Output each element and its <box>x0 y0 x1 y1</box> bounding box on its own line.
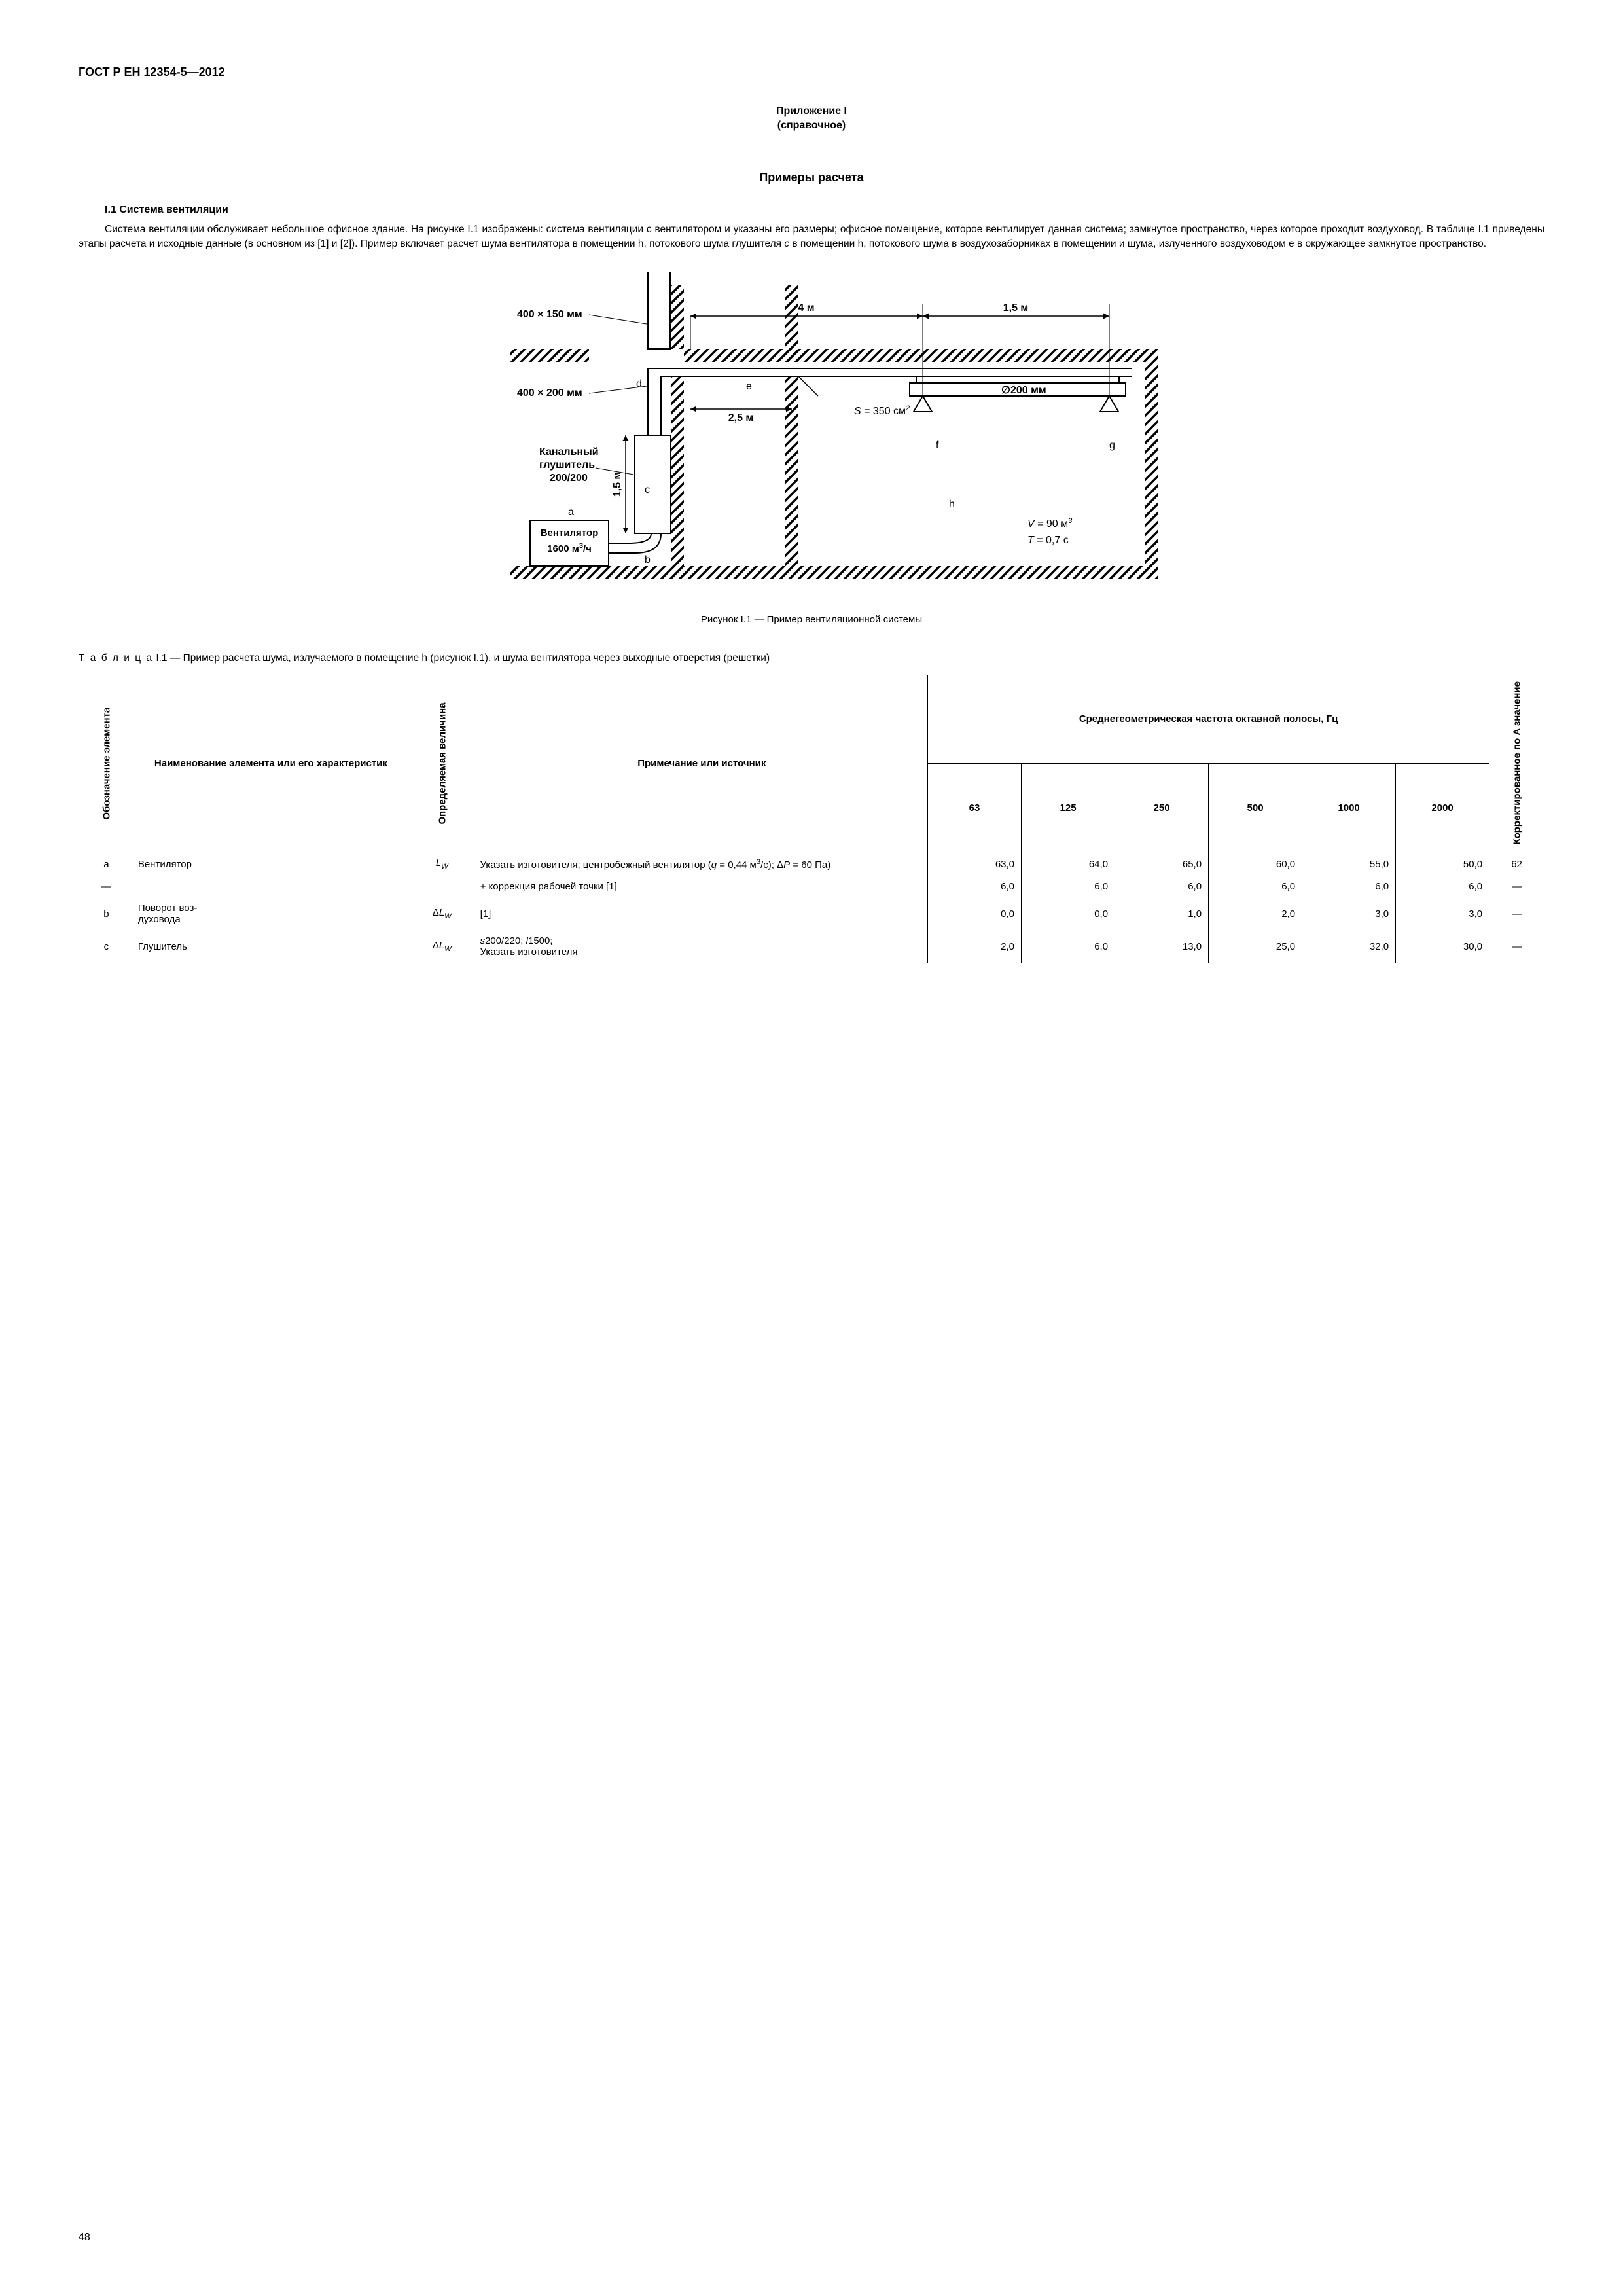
freq-2000: 2000 <box>1396 763 1489 852</box>
svg-text:1,5 м: 1,5 м <box>1003 302 1029 314</box>
svg-text:c: c <box>645 484 650 495</box>
cell-v: 65,0 <box>1115 852 1209 876</box>
table-caption-text: I.1 — Пример расчета шума, излучаемого в… <box>153 653 770 664</box>
cell-v: 2,0 <box>928 930 1022 963</box>
cell-note: s200/220; l1500;Указать изготовителя <box>476 930 927 963</box>
cell-v: 0,0 <box>1022 897 1115 930</box>
paragraph-text-2: в помещении h, потокового шума в воздухо… <box>789 238 1486 249</box>
cell-name: Поворот воз-духовода <box>134 897 408 930</box>
cell-qty <box>408 876 476 897</box>
cell-note: [1] <box>476 897 927 930</box>
document-header: ГОСТ Р ЕН 12354-5—2012 <box>79 65 1544 79</box>
cell-v: 25,0 <box>1209 930 1302 963</box>
cell-v: 0,0 <box>928 897 1022 930</box>
cell-v: 6,0 <box>1115 876 1209 897</box>
cell-v: 1,0 <box>1115 897 1209 930</box>
svg-text:f: f <box>936 440 939 451</box>
table-caption-prefix: Т а б л и ц а <box>79 653 153 664</box>
cell-note: Указать изготовителя; центробежный венти… <box>476 852 927 876</box>
svg-text:глушитель: глушитель <box>539 459 595 471</box>
cell-v: 6,0 <box>1396 876 1489 897</box>
body-paragraph: Система вентиляции обслуживает небольшое… <box>79 223 1544 252</box>
cell-a: — <box>1489 897 1544 930</box>
calculation-table: Обозначение элемента Наименование элемен… <box>79 675 1544 963</box>
table-row: c Глушитель ΔLW s200/220; l1500;Указать … <box>79 930 1544 963</box>
freq-250: 250 <box>1115 763 1209 852</box>
cell-v: 60,0 <box>1209 852 1302 876</box>
cell-v: 3,0 <box>1396 897 1489 930</box>
cell-name: Вентилятор <box>134 852 408 876</box>
cell-v: 30,0 <box>1396 930 1489 963</box>
cell-v: 6,0 <box>1302 876 1396 897</box>
annex-title: Приложение I <box>79 105 1544 117</box>
table-caption: Т а б л и ц а I.1 — Пример расчета шума,… <box>79 651 1544 666</box>
ventilation-diagram: Вентилятор 1600 м3/ч S = 350 см2 4 м 1,5… <box>465 272 1158 599</box>
cell-name: Глушитель <box>134 930 408 963</box>
svg-text:200/200: 200/200 <box>550 473 588 484</box>
svg-text:e: e <box>746 381 752 392</box>
cell-v: 3,0 <box>1302 897 1396 930</box>
svg-text:4 м: 4 м <box>798 302 814 314</box>
cell-v: 13,0 <box>1115 930 1209 963</box>
svg-text:Вентилятор: Вентилятор <box>541 528 599 539</box>
svg-text:b: b <box>645 554 651 565</box>
cell-qty: ΔLW <box>408 897 476 930</box>
col-note: Примечание или источник <box>476 675 927 852</box>
freq-500: 500 <box>1209 763 1302 852</box>
cell-v: 64,0 <box>1022 852 1115 876</box>
svg-text:a: a <box>568 507 574 518</box>
cell-v: 2,0 <box>1209 897 1302 930</box>
table-row: — + коррекция рабочей точки [1] 6,0 6,0 … <box>79 876 1544 897</box>
cell-note: + коррекция рабочей точки [1] <box>476 876 927 897</box>
svg-text:V = 90 м3: V = 90 м3 <box>1027 517 1073 529</box>
svg-text:T = 0,7 с: T = 0,7 с <box>1027 535 1069 546</box>
svg-text:g: g <box>1109 440 1115 451</box>
svg-text:h: h <box>949 499 955 510</box>
cell-v: 32,0 <box>1302 930 1396 963</box>
table-row: a Вентилятор LW Указать изготовителя; це… <box>79 852 1544 876</box>
cell-el: b <box>79 897 134 930</box>
svg-text:S = 350 см2: S = 350 см2 <box>854 404 910 417</box>
cell-a: — <box>1489 930 1544 963</box>
freq-63: 63 <box>928 763 1022 852</box>
page-number: 48 <box>79 2232 90 2244</box>
cell-v: 6,0 <box>1022 930 1115 963</box>
col-quantity: Определяемая величина <box>408 675 476 852</box>
section-title: I.1 Система вентиляции <box>105 204 1544 216</box>
annex-subtitle: (справочное) <box>79 120 1544 132</box>
col-element-name: Наименование элемента или его характерис… <box>134 675 408 852</box>
svg-text:2,5 м: 2,5 м <box>728 412 754 423</box>
svg-text:Канальный: Канальный <box>539 446 599 457</box>
svg-text:400 × 150 мм: 400 × 150 мм <box>517 309 582 320</box>
freq-1000: 1000 <box>1302 763 1396 852</box>
figure-diagram: Вентилятор 1600 м3/ч S = 350 см2 4 м 1,5… <box>79 272 1544 601</box>
svg-text:d: d <box>636 378 642 389</box>
svg-text:400 × 200 мм: 400 × 200 мм <box>517 387 582 399</box>
cell-v: 6,0 <box>928 876 1022 897</box>
col-a-value: Корректированное по A значение <box>1489 675 1544 852</box>
cell-el: c <box>79 930 134 963</box>
cell-qty: ΔLW <box>408 930 476 963</box>
figure-caption: Рисунок I.1 — Пример вентиляционной сист… <box>79 614 1544 625</box>
cell-a: — <box>1489 876 1544 897</box>
col-element-code: Обозначение элемента <box>79 675 134 852</box>
cell-v: 6,0 <box>1022 876 1115 897</box>
cell-name <box>134 876 408 897</box>
cell-v: 6,0 <box>1209 876 1302 897</box>
svg-text:1600 м3/ч: 1600 м3/ч <box>547 542 592 554</box>
cell-v: 63,0 <box>928 852 1022 876</box>
cell-v: 50,0 <box>1396 852 1489 876</box>
col-freq-group: Среднегеометрическая частота октавной по… <box>928 675 1489 763</box>
cell-qty: LW <box>408 852 476 876</box>
cell-v: 55,0 <box>1302 852 1396 876</box>
cell-a: 62 <box>1489 852 1544 876</box>
svg-text:∅200 мм: ∅200 мм <box>1001 385 1046 396</box>
freq-125: 125 <box>1022 763 1115 852</box>
cell-el: a <box>79 852 134 876</box>
svg-text:1,5 м: 1,5 м <box>612 472 623 497</box>
table-row: b Поворот воз-духовода ΔLW [1] 0,0 0,0 1… <box>79 897 1544 930</box>
cell-el: — <box>79 876 134 897</box>
main-title: Примеры расчета <box>79 171 1544 185</box>
